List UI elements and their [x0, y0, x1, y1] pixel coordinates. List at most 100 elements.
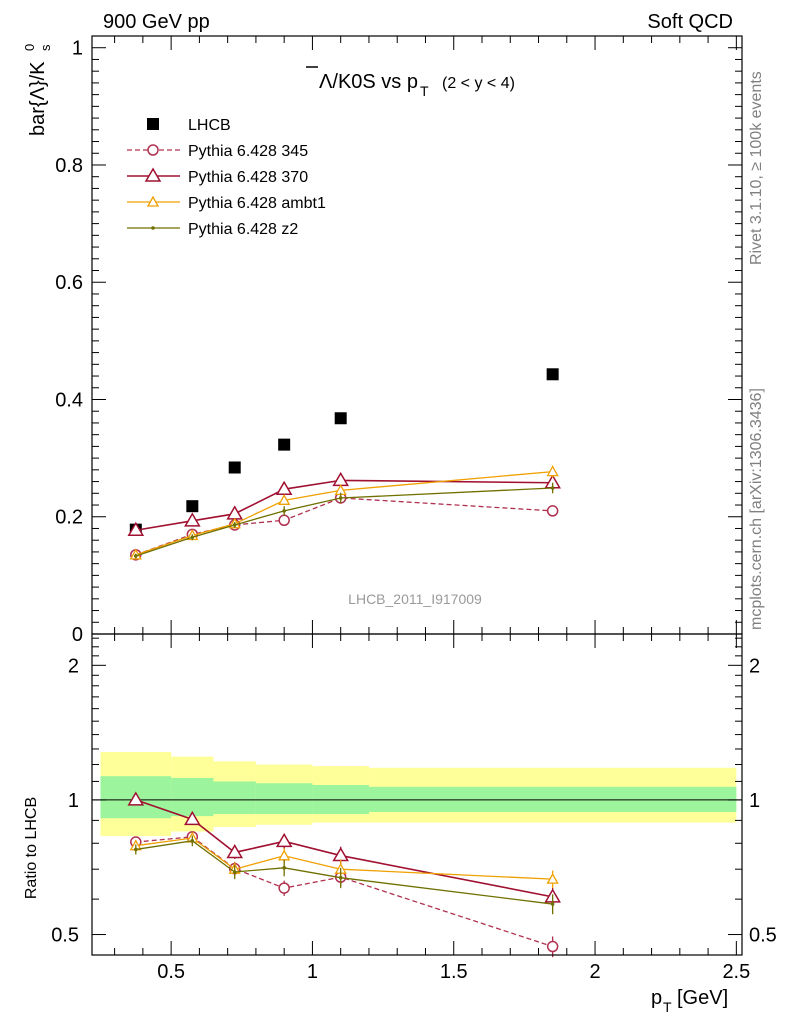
top-y-tick-label: 0.4 [55, 389, 83, 411]
top-point [278, 514, 290, 527]
ratio-point [190, 839, 195, 843]
top-y-tick-label: 0 [72, 624, 83, 646]
legend-entry-1: Pythia 6.428 345 [127, 143, 308, 160]
top-point [278, 438, 291, 451]
top-y-tick-label: 0.2 [55, 507, 83, 529]
legend-entry-4: Pythia 6.428 z2 [127, 221, 298, 238]
ratio-bands [92, 751, 742, 837]
ratio-point [127, 791, 145, 806]
ratio-series-line [135, 799, 553, 898]
ratio-y-tick-label: 0.5 [51, 925, 79, 947]
header-right: Soft QCD [647, 11, 733, 33]
legend-label: Pythia 6.428 345 [188, 143, 308, 160]
top-point [546, 368, 559, 381]
inner-band [171, 777, 214, 817]
legend-label: LHCB [188, 117, 231, 134]
ratio-point [282, 866, 286, 870]
ratio-series-line [135, 836, 553, 948]
ratio-series-3 [134, 835, 555, 915]
top-series-line [135, 497, 553, 556]
top-ylabel-sup: 0 [22, 44, 37, 51]
ratio-point [278, 849, 291, 861]
ratio-point [546, 872, 559, 884]
inner-band [255, 783, 313, 815]
top-series-0 [129, 368, 559, 536]
legend-entry-2: Pythia 6.428 370 [127, 167, 308, 186]
ratio-series-line [135, 837, 553, 880]
ratio-plot-frame [91, 633, 743, 956]
inner-band [213, 781, 256, 815]
top-ylabel-sub: s [38, 44, 53, 51]
top-point [134, 554, 138, 558]
ratio-point [275, 832, 293, 848]
ratio-y-tick-label-right: 0.5 [749, 925, 777, 947]
top-point [332, 471, 350, 487]
ratio-y-tick-label-right: 2 [749, 655, 760, 677]
top-point [190, 535, 195, 540]
ratio-y-tick-label: 1 [68, 790, 79, 812]
ratio-point [550, 902, 555, 906]
top-y-tick-label: 1 [72, 38, 83, 60]
top-point [282, 509, 286, 513]
top-y-tick-label: 0.8 [55, 155, 83, 177]
legend-label: Pythia 6.428 z2 [188, 221, 298, 238]
x-tick-label: 0.5 [157, 961, 185, 983]
ratio-ylabel: Ratio to LHCB [23, 797, 40, 899]
svg-text:Rivet 3.1.10, ≥ 100k events: Rivet 3.1.10, ≥ 100k events [748, 71, 765, 265]
inner-band [368, 786, 737, 812]
legend-entry-3: Pythia 6.428 ambt1 [127, 195, 326, 212]
axes-layer: 0.5 1 1.5 2 2.5 0 0.2 0.4 0.6 0.8 1 0.5 0.5 1 1 2 2 [51, 35, 777, 983]
top-point [228, 461, 241, 474]
legend-marker [147, 118, 159, 130]
ratio-series-line [135, 840, 553, 905]
chart-title-sub: T [420, 83, 429, 99]
side-label-top: Rivet 3.1.10, ≥ 100k events [748, 71, 765, 265]
chart-title-main: Λ/K0S vs p [319, 71, 418, 93]
ratio-point [184, 810, 201, 826]
legend-label: Pythia 6.428 370 [188, 169, 308, 186]
x-axis-label: p T [GeV] [651, 987, 728, 1015]
top-point [334, 412, 347, 425]
x-axis-label-main: p [651, 987, 662, 1009]
top-point [546, 465, 559, 477]
top-series-line [135, 487, 553, 557]
svg-text:mcplots.cern.ch [arXiv:1306.34: mcplots.cern.ch [arXiv:1306.3436] [748, 388, 765, 630]
side-label-bottom: mcplots.cern.ch [arXiv:1306.3436] [748, 388, 765, 630]
x-tick-label: 2 [589, 961, 600, 983]
legend-label: Pythia 6.428 ambt1 [188, 195, 326, 212]
header-left: 900 GeV pp [103, 11, 210, 33]
legend-marker [144, 167, 162, 182]
x-tick-label: 2.5 [722, 961, 750, 983]
top-point [546, 505, 559, 517]
top-point [226, 505, 244, 520]
top-point [186, 500, 199, 513]
top-ylabel-main: bar{Λ}/K [27, 61, 49, 136]
top-point [278, 493, 291, 505]
top-series-line [135, 470, 553, 556]
ratio-y-tick-label: 2 [68, 655, 79, 677]
chart-title-range: (2 < y < 4) [442, 75, 515, 92]
legend-marker [146, 195, 160, 207]
ratio-series-0 [130, 831, 559, 958]
top-point [127, 521, 145, 536]
ratio-y-tick-label-right: 1 [749, 790, 760, 812]
legend-entry-0: LHCB [147, 117, 231, 134]
ratio-point [226, 843, 244, 859]
top-y-tick-label: 0.6 [55, 272, 83, 294]
top-point [338, 496, 343, 500]
legend-marker [147, 144, 159, 156]
top-point [550, 486, 555, 490]
ratio-point [338, 875, 343, 880]
ratio-point [546, 940, 559, 953]
x-axis-label-unit: [GeV] [677, 987, 728, 1009]
top-series-line [135, 479, 553, 532]
legend-marker [151, 226, 155, 230]
x-tick-label: 1.5 [440, 961, 468, 983]
top-point [232, 523, 237, 527]
top-series-4 [134, 482, 555, 559]
top-ylabel: bar{Λ}/K 0 s [22, 44, 53, 136]
x-axis-label-sub: T [663, 999, 672, 1015]
top-point [184, 512, 201, 527]
legend: LHCB Pythia 6.428 345 Pythia 6.428 370 Pyth… [127, 117, 326, 238]
